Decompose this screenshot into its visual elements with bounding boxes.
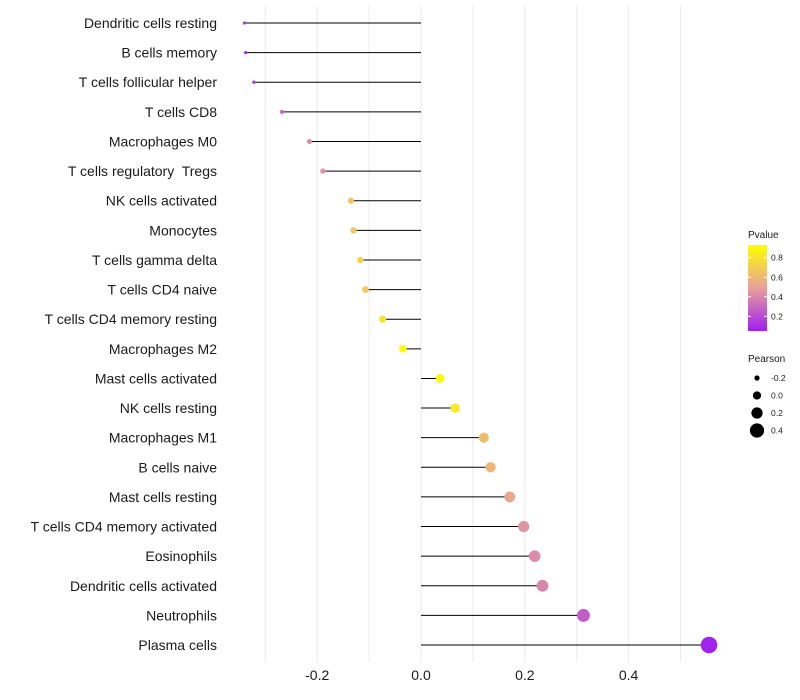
category-label: T cells gamma delta <box>92 252 217 268</box>
lollipop-point <box>306 138 312 144</box>
lollipop-point <box>485 462 496 473</box>
lollipop-point <box>435 374 445 383</box>
colorbar-tick-label: 0.4 <box>771 292 783 302</box>
size-legend-label: -0.2 <box>771 373 786 383</box>
category-label: B cells memory <box>121 45 217 61</box>
category-label: Dendritic cells resting <box>84 15 217 31</box>
size-legend-dot <box>749 423 765 438</box>
lollipop-point <box>450 403 460 413</box>
category-label: T cells CD4 memory activated <box>31 519 217 535</box>
size-legend-label: 0.0 <box>771 391 783 401</box>
lollipop-point <box>478 432 489 443</box>
category-label: NK cells resting <box>120 400 217 416</box>
category-label: Plasma cells <box>138 637 217 653</box>
category-labels: Dendritic cells resting B cells memory T c… <box>31 15 218 653</box>
lollipop-point <box>252 80 256 84</box>
lollipop-point <box>700 636 718 654</box>
lollipop-point <box>279 109 285 114</box>
lollipop-point <box>536 579 549 592</box>
category-label: B cells naive <box>138 459 217 475</box>
lollipop-point <box>576 608 590 622</box>
size-legend-dot <box>751 407 763 419</box>
lollipop-point <box>398 344 407 353</box>
lollipop-point <box>350 227 357 234</box>
category-label: Eosinophils <box>145 548 217 564</box>
x-axis-ticks: -0.2 0.0 0.2 0.4 <box>305 667 638 683</box>
category-label: T cells CD4 memory resting <box>45 311 217 327</box>
category-label: Macrophages M1 <box>109 430 217 446</box>
pearson-legend-title: Pearson <box>748 354 785 365</box>
category-label: Neutrophils <box>146 607 217 623</box>
size-legend-dot <box>754 375 760 381</box>
grid-layer <box>264 5 681 662</box>
x-tick-label: 0.4 <box>619 667 639 683</box>
category-label: T cells regulatory Tregs <box>68 163 217 179</box>
lollipop-point <box>242 21 247 25</box>
category-label: T cells CD4 naive <box>108 282 218 298</box>
category-label: Macrophages M2 <box>109 341 217 357</box>
colorbar-tick-label: 0.2 <box>771 311 783 321</box>
size-legend-dot <box>752 391 762 400</box>
lollipop-point <box>243 51 248 55</box>
category-label: Mast cells activated <box>95 370 217 386</box>
category-label: Dendritic cells activated <box>70 578 217 594</box>
category-label: T cells follicular helper <box>79 74 218 90</box>
x-tick-label: 0.0 <box>411 667 431 683</box>
lollipop-point <box>362 286 369 293</box>
pvalue-legend: Pvalue 0.8 0.6 0.4 0.2 <box>748 230 783 331</box>
lollipop-point <box>379 315 387 323</box>
lollipop-point <box>518 520 530 533</box>
pvalue-colorbar <box>748 245 767 331</box>
category-label: Mast cells resting <box>109 489 217 505</box>
x-tick-label: 0.2 <box>515 667 535 683</box>
point-layer <box>242 21 718 654</box>
colorbar-tick-label: 0.8 <box>771 253 783 263</box>
lollipop-point <box>528 550 541 562</box>
lollipop-point <box>320 168 326 174</box>
colorbar-tick-label: 0.6 <box>771 272 783 282</box>
category-label: Monocytes <box>149 222 217 238</box>
category-label: Macrophages M0 <box>109 133 217 149</box>
lollipop-point <box>357 256 364 264</box>
category-label: T cells CD8 <box>145 104 217 120</box>
pearson-legend: Pearson -0.2 0.0 0.2 0.4 <box>748 354 786 438</box>
lollipop-point <box>504 491 516 503</box>
category-label: NK cells activated <box>106 193 217 209</box>
size-legend-label: 0.2 <box>771 408 783 418</box>
lollipop-point <box>347 197 355 204</box>
x-tick-label: -0.2 <box>305 667 329 683</box>
segment-layer <box>244 22 710 646</box>
pvalue-legend-title: Pvalue <box>748 230 779 241</box>
size-legend-label: 0.4 <box>771 426 783 436</box>
